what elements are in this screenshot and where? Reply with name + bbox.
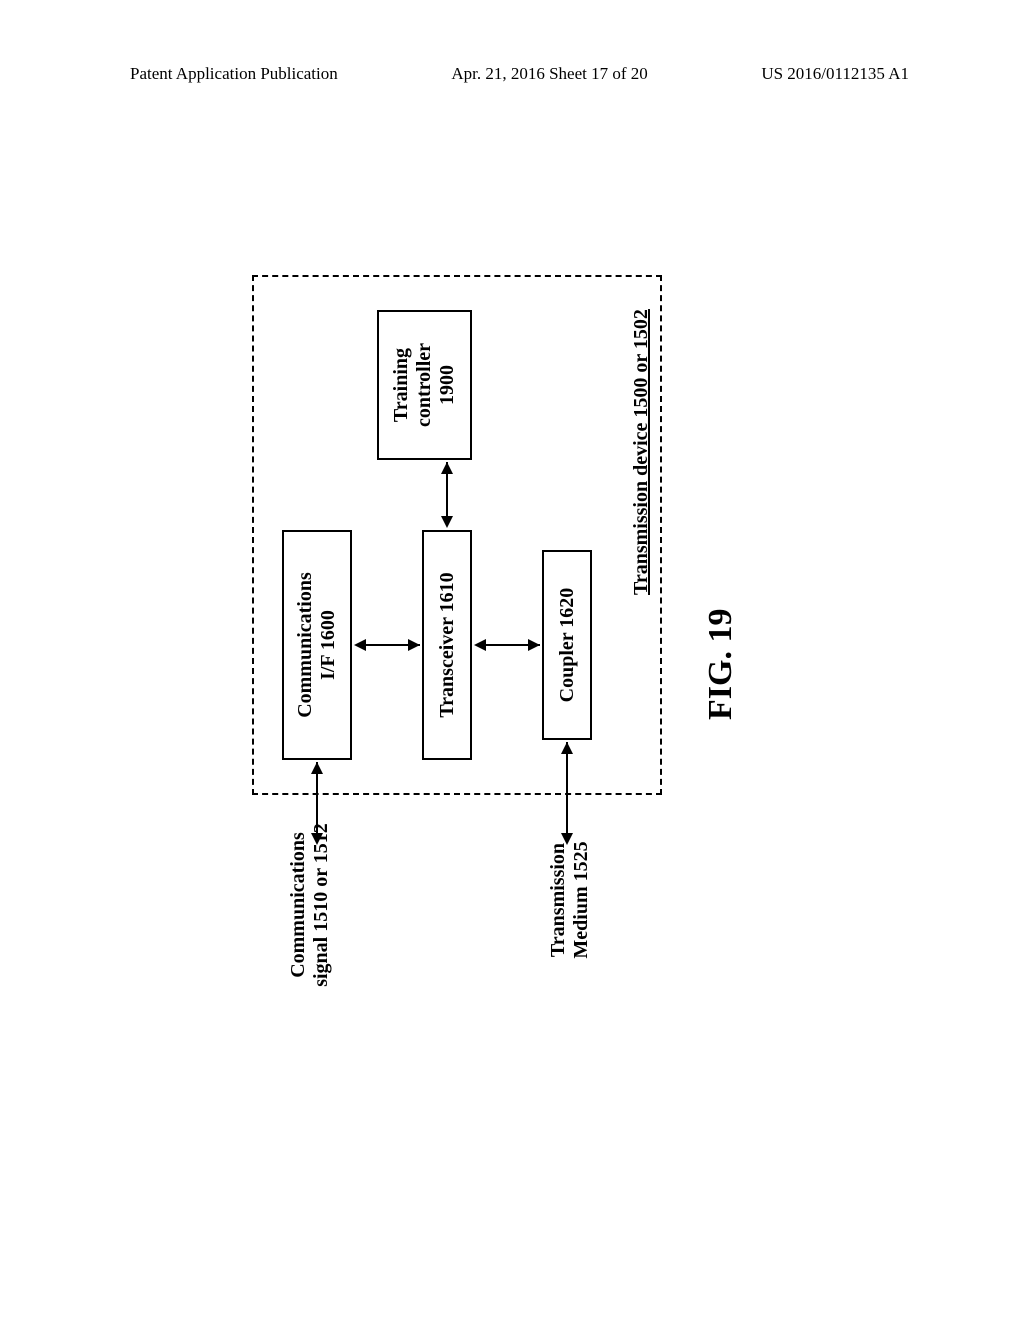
arrow-trx-training-head-r: [441, 462, 453, 474]
label-comm-signal-l1: Communications: [287, 832, 309, 978]
block-transceiver: Transceiver 1610: [422, 530, 472, 760]
block-comm-if: Communications I/F 1600: [282, 530, 352, 760]
arrow-medium-coupler-line: [566, 742, 568, 833]
arrow-trx-training-head-l: [441, 516, 453, 528]
figure-caption: FIG. 19: [702, 609, 740, 720]
block-training-l2: controller: [413, 343, 435, 427]
block-comm-if-l1: Communications: [294, 572, 316, 718]
arrow-if-trx-head-d: [408, 639, 420, 651]
label-comm-signal: Communications signal 1510 or 1512: [287, 800, 333, 1010]
arrow-signal-if-head-l: [311, 833, 323, 845]
label-trans-medium-l1: Transmission: [547, 843, 569, 957]
header-right: US 2016/0112135 A1: [761, 64, 909, 84]
arrow-trx-coupler-head-d: [528, 639, 540, 651]
label-trans-medium-l2: Medium 1525: [570, 841, 592, 958]
page-header: Patent Application Publication Apr. 21, …: [0, 64, 1024, 84]
arrow-signal-if-head-r: [311, 762, 323, 774]
arrow-medium-coupler-head-l: [561, 833, 573, 845]
header-left: Patent Application Publication: [130, 64, 338, 84]
block-training-l3: 1900: [436, 365, 458, 405]
header-center: Apr. 21, 2016 Sheet 17 of 20: [451, 64, 647, 84]
transmission-device-title: Transmission device 1500 or 1502: [630, 309, 653, 595]
block-training-controller: Training controller 1900: [377, 310, 472, 460]
block-training-l1: Training: [390, 348, 412, 422]
arrow-medium-coupler-head-r: [561, 742, 573, 754]
block-comm-if-l2: I/F 1600: [317, 610, 339, 680]
label-comm-signal-l2: signal 1510 or 1512: [310, 823, 332, 987]
arrow-trx-coupler-head-u: [474, 639, 486, 651]
arrow-if-trx-head-u: [354, 639, 366, 651]
block-coupler: Coupler 1620: [542, 550, 592, 740]
figure-19: Communications signal 1510 or 1512 Trans…: [232, 260, 792, 1020]
